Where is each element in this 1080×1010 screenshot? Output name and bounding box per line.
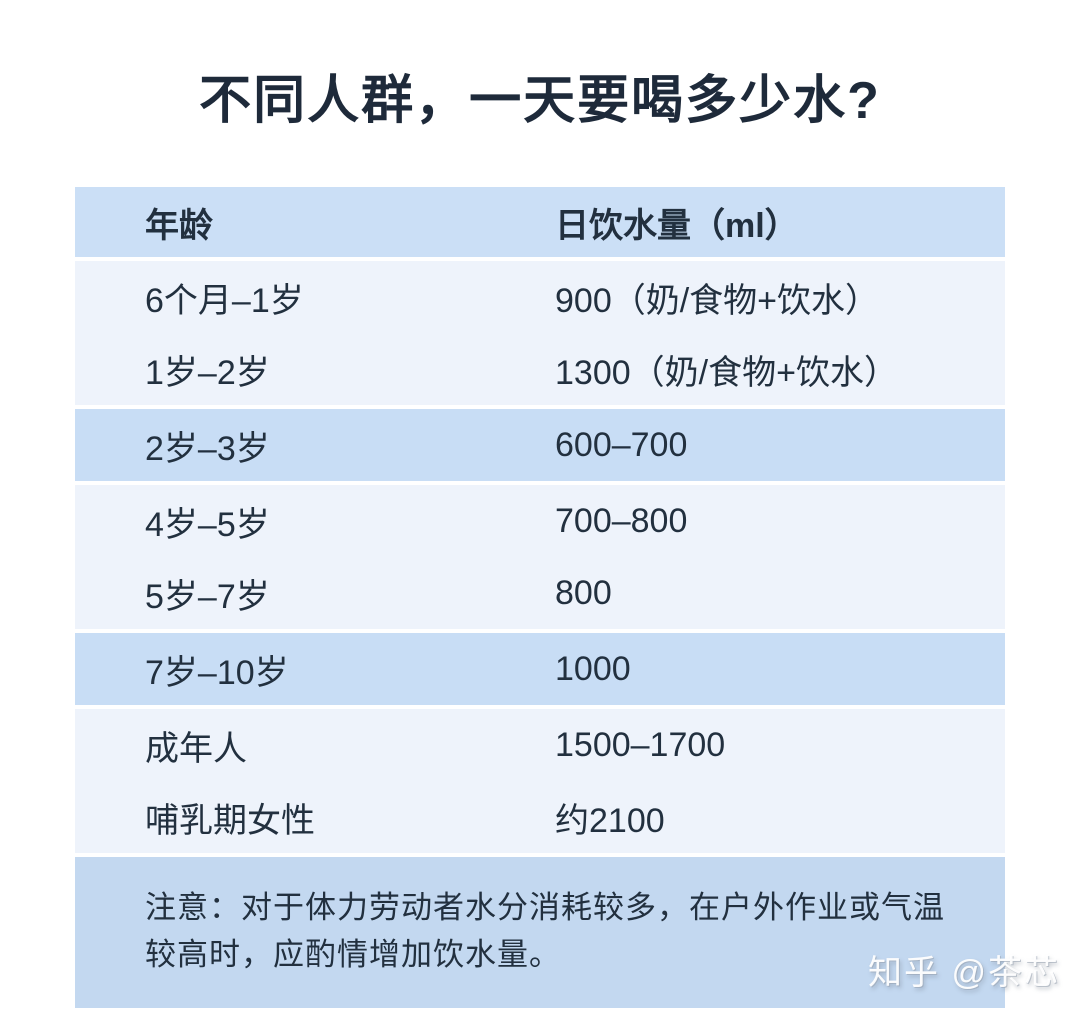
amount-cell: 900（奶/食物+饮水） [555,281,880,320]
table-row: 成年人 1500–1700 [75,709,1005,781]
amount-cell: 1000 [555,649,631,688]
amount-cell: 800 [555,573,612,612]
amount-column-header: 日饮水量（ml） [555,206,799,245]
table-row: 哺乳期女性 约2100 [75,781,1005,853]
page-title: 不同人群，一天要喝多少水? [199,72,881,130]
age-cell: 4岁–5岁 [145,505,270,544]
amount-cell: 1500–1700 [555,725,726,764]
age-cell: 成年人 [145,729,247,768]
amount-cell: 600–700 [555,425,688,464]
amount-cell: 约2100 [555,801,665,840]
water-intake-table: 年龄 日饮水量（ml） 6个月–1岁 900（奶/食物+饮水） 1岁–2岁 13… [75,187,1005,1009]
age-cell: 6个月–1岁 [145,281,304,320]
age-cell: 1岁–2岁 [145,353,270,392]
table-row: 5岁–7岁 800 [75,557,1005,629]
age-cell: 2岁–3岁 [145,429,270,468]
table-row: 7岁–10岁 1000 [75,633,1005,705]
note-block: 注意：对于体力劳动者水分消耗较多，在户外作业或气温较高时，应酌情增加饮水量。 [75,857,1005,1009]
note-text: 注意：对于体力劳动者水分消耗较多，在户外作业或气温较高时，应酌情增加饮水量。 [145,890,945,973]
age-column-header: 年龄 [145,206,213,245]
amount-cell: 1300（奶/食物+饮水） [555,353,898,392]
table-row: 4岁–5岁 700–800 [75,485,1005,557]
table-row: 1岁–2岁 1300（奶/食物+饮水） [75,333,1005,405]
age-cell: 5岁–7岁 [145,577,270,616]
amount-cell: 700–800 [555,501,688,540]
age-cell: 7岁–10岁 [145,653,289,692]
age-cell: 哺乳期女性 [145,801,315,840]
table-header-row: 年龄 日饮水量（ml） [75,187,1005,257]
table-row: 2岁–3岁 600–700 [75,409,1005,481]
table-row: 6个月–1岁 900（奶/食物+饮水） [75,261,1005,333]
